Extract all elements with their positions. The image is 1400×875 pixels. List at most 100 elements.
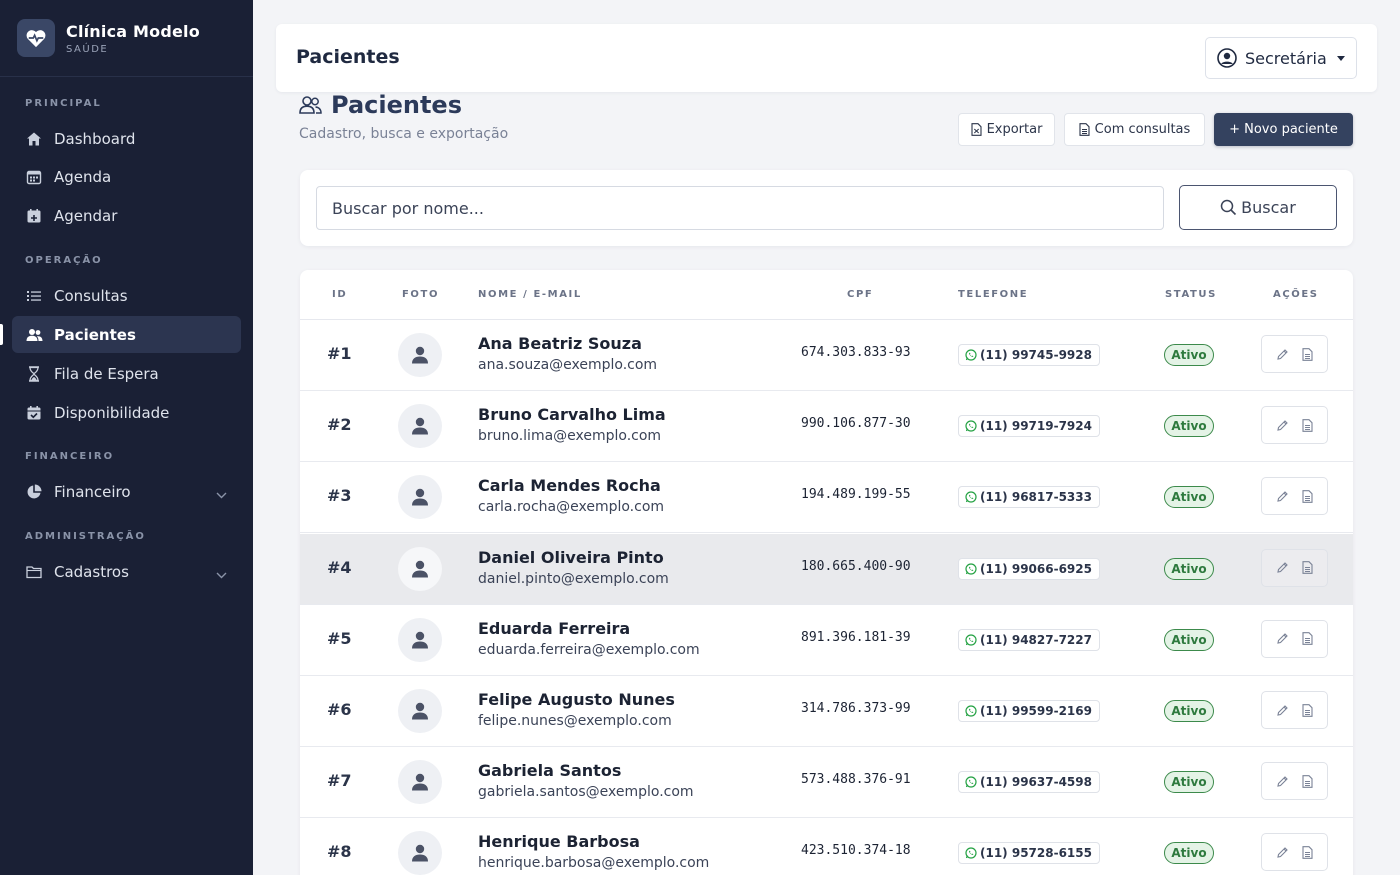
table-row[interactable]: #3 Carla Mendes Rocha carla.rocha@exemplo.…: [300, 462, 1353, 534]
patient-email: ana.souza@exemplo.com: [478, 357, 658, 373]
search-button[interactable]: Buscar: [1179, 185, 1337, 230]
patient-name[interactable]: Daniel Oliveira Pinto: [478, 547, 664, 567]
with-appointments-label: Com consultas: [1094, 122, 1191, 137]
folder-icon: [25, 563, 43, 581]
users-outline-icon: [299, 95, 322, 115]
document-icon[interactable]: [1302, 347, 1313, 361]
page-subtitle: Cadastro, busca e exportação: [299, 126, 509, 142]
table-row[interactable]: #5 Eduarda Ferreira eduarda.ferreira@exemp…: [300, 605, 1353, 676]
whatsapp-phone-link[interactable]: (11) 99599-2169: [958, 700, 1100, 722]
sidebar-item-fila-de-espera[interactable]: Fila de Espera: [12, 355, 241, 392]
sidebar-item-financeiro[interactable]: Financeiro: [12, 473, 241, 510]
search-input[interactable]: [316, 186, 1164, 230]
whatsapp-phone-link[interactable]: (11) 99066-6925: [958, 557, 1100, 580]
patient-cpf: 423.510.374-18: [801, 843, 911, 859]
phone-number: (11) 96817-5333: [980, 490, 1092, 505]
edit-pencil-icon[interactable]: [1276, 419, 1289, 432]
user-circle-icon: [1217, 48, 1237, 68]
table-row[interactable]: #6 Felipe Augusto Nunes felipe.nunes@exemp…: [300, 676, 1353, 747]
sidebar-item-label: Agenda: [54, 167, 112, 186]
with-appointments-button[interactable]: Com consultas: [1064, 113, 1205, 146]
row-actions: [1261, 406, 1328, 445]
search-card: Buscar: [300, 170, 1353, 246]
patient-id: #8: [327, 842, 352, 862]
document-icon[interactable]: [1302, 703, 1313, 717]
whatsapp-icon: [965, 776, 977, 788]
whatsapp-icon: [965, 420, 977, 432]
avatar-person-icon: [398, 617, 442, 662]
search-button-label: Buscar: [1241, 198, 1296, 217]
whatsapp-phone-link[interactable]: (11) 96817-5333: [958, 486, 1100, 509]
export-button[interactable]: Exportar: [958, 113, 1055, 146]
table-row[interactable]: #1 Ana Beatriz Souza ana.souza@exemplo.com…: [300, 320, 1353, 391]
patient-cpf: 314.786.373-99: [801, 701, 911, 716]
patient-name[interactable]: Bruno Carvalho Lima: [478, 405, 666, 425]
edit-pencil-icon[interactable]: [1276, 846, 1289, 859]
sidebar-item-disponibilidade[interactable]: Disponibilidade: [12, 394, 241, 431]
phone-number: (11) 99719-7924: [980, 419, 1092, 434]
sidebar-item-pacientes[interactable]: Pacientes: [0, 316, 241, 353]
whatsapp-icon: [965, 847, 977, 859]
phone-number: (11) 95728-6155: [980, 846, 1092, 861]
phone-number: (11) 99745-9928: [980, 348, 1092, 362]
edit-pencil-icon[interactable]: [1276, 632, 1289, 645]
patient-id: #3: [327, 486, 352, 506]
users-icon: [25, 326, 43, 344]
edit-pencil-icon[interactable]: [1276, 561, 1289, 574]
patient-cpf: 194.489.199-55: [801, 487, 911, 503]
avatar-person-icon: [398, 475, 442, 520]
patient-name[interactable]: Eduarda Ferreira: [478, 618, 631, 638]
edit-pencil-icon[interactable]: [1276, 775, 1289, 788]
document-icon[interactable]: [1302, 846, 1313, 859]
whatsapp-phone-link[interactable]: (11) 99745-9928: [958, 344, 1100, 366]
whatsapp-icon: [965, 491, 977, 503]
patient-id: #7: [327, 771, 352, 791]
document-icon[interactable]: [1302, 490, 1313, 503]
section-label-principal: PRINCIPAL: [25, 98, 102, 109]
column-header-id: ID: [332, 289, 348, 300]
patient-name[interactable]: Gabriela Santos: [478, 761, 622, 781]
column-header-status: STATUS: [1165, 289, 1217, 300]
avatar-person-icon: [398, 689, 442, 733]
sidebar-item-agenda[interactable]: Agenda: [12, 158, 241, 195]
column-header-phone: TELEFONE: [958, 289, 1029, 300]
search-icon: [1220, 199, 1237, 216]
patient-email: gabriela.santos@exemplo.com: [478, 784, 694, 801]
table-row[interactable]: #4 Daniel Oliveira Pinto daniel.pinto@exem…: [300, 533, 1353, 605]
whatsapp-phone-link[interactable]: (11) 99637-4598: [958, 771, 1100, 794]
sidebar-item-consultas[interactable]: Consultas: [12, 277, 241, 314]
edit-pencil-icon[interactable]: [1276, 490, 1289, 503]
sidebar-item-cadastros[interactable]: Cadastros: [12, 553, 241, 590]
table-row[interactable]: #7 Gabriela Santos gabriela.santos@exemplo…: [300, 747, 1353, 819]
sidebar-item-agendar[interactable]: Agendar: [12, 197, 241, 234]
new-patient-button[interactable]: + Novo paciente: [1214, 113, 1353, 146]
patient-name[interactable]: Felipe Augusto Nunes: [478, 690, 675, 709]
sidebar-item-label: Agendar: [54, 206, 118, 225]
calendar-check-icon: [25, 404, 43, 422]
patient-name[interactable]: Henrique Barbosa: [478, 832, 640, 852]
whatsapp-phone-link[interactable]: (11) 94827-7227: [958, 628, 1100, 651]
sidebar-item-dashboard[interactable]: Dashboard: [12, 120, 241, 157]
row-actions: [1261, 477, 1328, 516]
row-actions: [1261, 833, 1328, 872]
document-icon[interactable]: [1302, 774, 1313, 788]
patient-name[interactable]: Carla Mendes Rocha: [478, 476, 661, 496]
table-row[interactable]: #2 Bruno Carvalho Lima bruno.lima@exemplo.…: [300, 391, 1353, 463]
user-menu-button[interactable]: Secretária: [1205, 37, 1357, 79]
whatsapp-phone-link[interactable]: (11) 95728-6155: [958, 842, 1100, 865]
patient-email: daniel.pinto@exemplo.com: [478, 570, 669, 587]
document-icon[interactable]: [1302, 632, 1313, 646]
calendar-add-icon: [25, 207, 43, 225]
pie-chart-icon: [25, 483, 43, 501]
patient-name[interactable]: Ana Beatriz Souza: [478, 334, 642, 353]
patient-id: #5: [327, 628, 352, 648]
edit-pencil-icon[interactable]: [1276, 704, 1289, 717]
table-row[interactable]: #8 Henrique Barbosa henrique.barbosa@exemp…: [300, 818, 1353, 875]
document-icon[interactable]: [1302, 561, 1313, 574]
whatsapp-phone-link[interactable]: (11) 99719-7924: [958, 415, 1100, 438]
brand[interactable]: Clínica Modelo SAÚDE: [0, 0, 253, 77]
document-icon[interactable]: [1302, 418, 1313, 432]
list-icon: [25, 287, 43, 305]
column-header-actions: AÇÕES: [1273, 289, 1319, 300]
edit-pencil-icon[interactable]: [1276, 348, 1289, 361]
